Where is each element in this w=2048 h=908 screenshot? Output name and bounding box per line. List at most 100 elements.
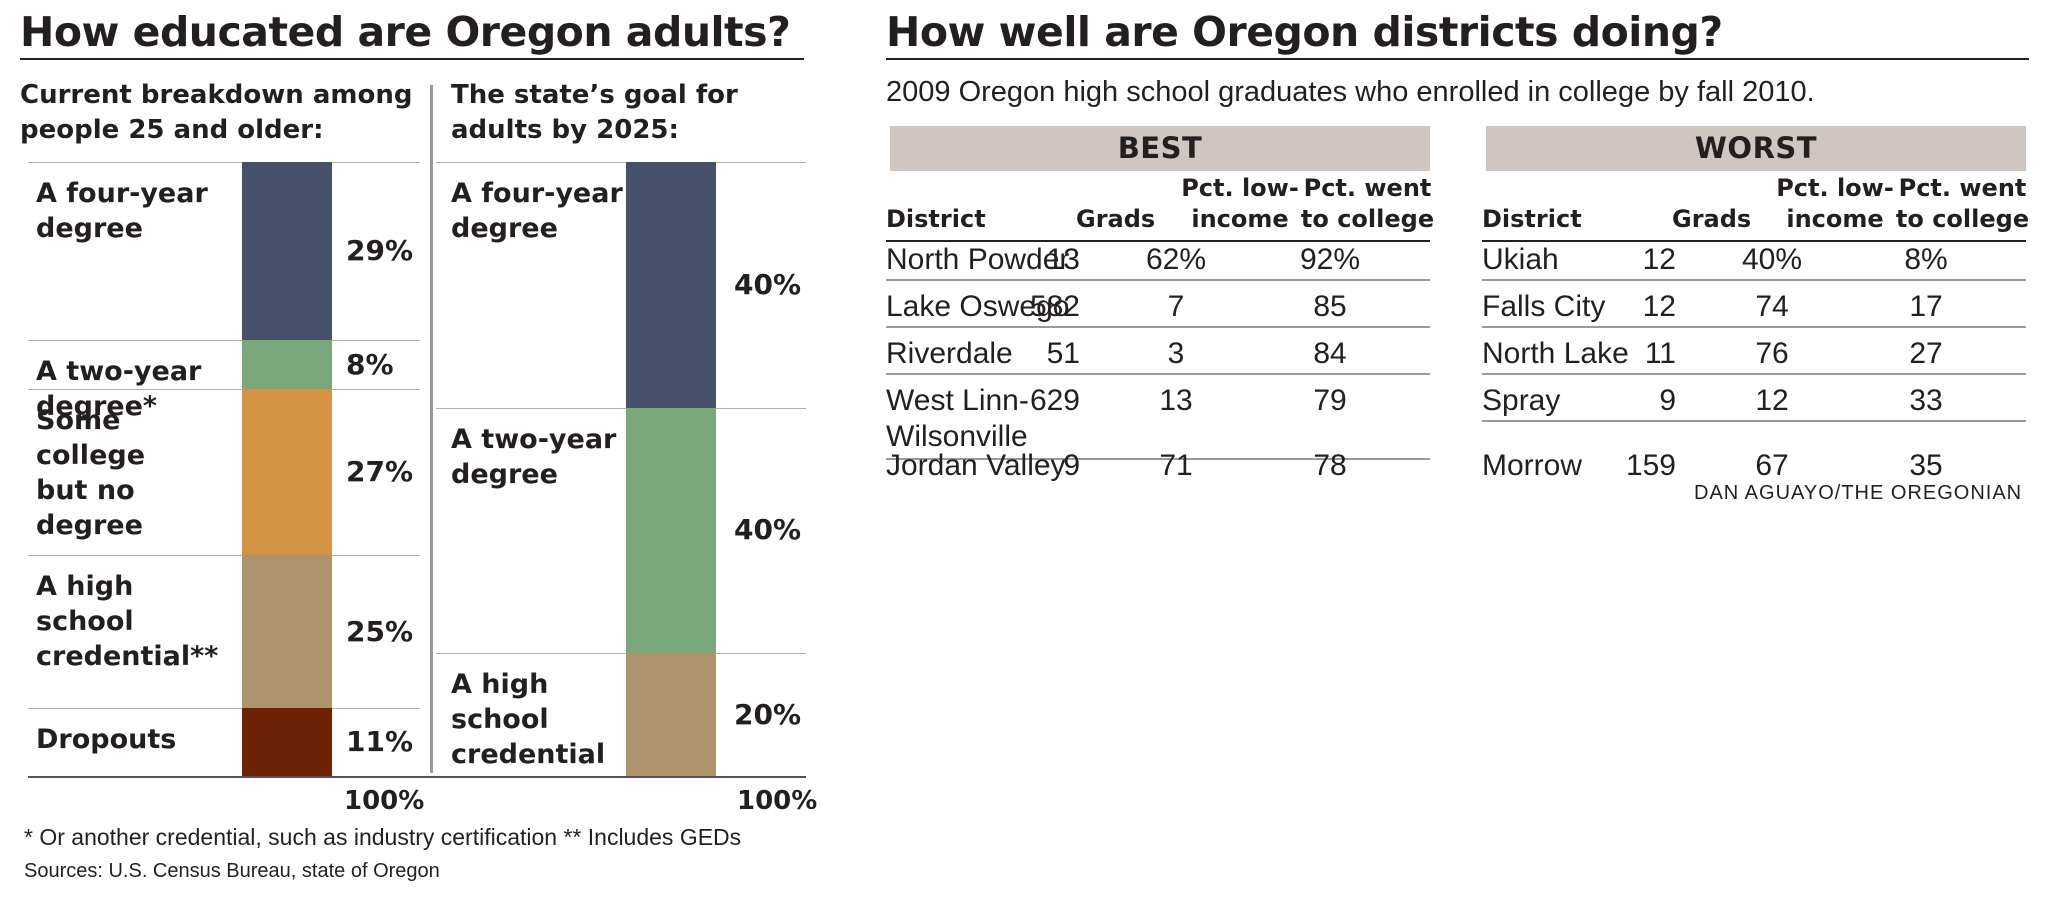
category-label-line: A two-year [36, 356, 202, 387]
chart-baseline [28, 776, 806, 778]
current-breakdown-header: Current breakdown among people 25 and ol… [20, 78, 420, 148]
best-col-grads: Grads [1076, 205, 1156, 233]
best-grads-cell: 582 [1029, 290, 1080, 323]
category-label-line: degree [451, 213, 558, 244]
best-low-income-cell: 13 [1159, 384, 1193, 417]
current-category-label: A two-year degree* [36, 354, 236, 424]
best-went-cell: 84 [1313, 337, 1347, 370]
goal-row-divider [436, 408, 806, 409]
goal-category-label: A high school credential [451, 667, 651, 772]
current-value-label: 11% [346, 725, 414, 758]
best-row-rule [886, 458, 1430, 460]
sources: Sources: U.S. Census Bureau, state of Or… [24, 860, 440, 882]
left-title: How educated are Oregon adults? [20, 8, 791, 56]
best-grads-cell: 51 [1046, 337, 1080, 370]
best-went-cell: 92% [1299, 243, 1361, 276]
best-row-rule [886, 373, 1430, 375]
district-name-line: North Powder [886, 243, 1070, 276]
current-category-label: A four-year degree [36, 176, 236, 246]
district-name-line: Riverdale [886, 337, 1013, 370]
state-goal-header: The state’s goal for adults by 2025: [451, 78, 791, 148]
best-col-went: Pct. went to college [1300, 173, 1435, 235]
worst-low-income-cell: 40% [1741, 243, 1803, 276]
worst-went-cell: 8% [1904, 243, 1948, 276]
worst-grads-cell: 11 [1644, 337, 1676, 370]
category-label-line: A high [451, 669, 549, 700]
district-name-line: West Linn- [886, 384, 1029, 417]
best-row-rule [886, 326, 1430, 328]
worst-row-rule [1482, 326, 2026, 328]
left-title-rule [20, 58, 804, 60]
best-low-income-cell: 71 [1159, 449, 1193, 482]
best-low-income-cell: 62% [1145, 243, 1207, 276]
best-grads-cell: 9 [1063, 449, 1080, 482]
goal-row-divider [436, 653, 806, 654]
worst-grads-cell: 9 [1659, 384, 1676, 417]
current-header-line-2: people 25 and older: [20, 115, 324, 145]
district-name-line: Ukiah [1482, 243, 1559, 276]
best-row-rule [886, 279, 1430, 281]
best-district-cell: North Powder [886, 242, 1069, 278]
category-label-line: Some college [36, 405, 146, 471]
current-bar-segment [242, 708, 332, 776]
best-grads-cell: 629 [1029, 384, 1080, 417]
best-low-income-cell: 3 [1167, 337, 1185, 370]
category-label-line: degree* [36, 391, 158, 422]
district-name-line: North Lake [1482, 337, 1629, 370]
worst-col-district: District [1482, 205, 1582, 233]
goal-value-label: 40% [734, 513, 802, 546]
goal-total-label: 100% [737, 786, 818, 816]
best-went-cell: 85 [1313, 290, 1347, 323]
goal-header-line-1: The state’s goal for [451, 80, 738, 110]
best-col-low-income-line-1: Pct. low- [1181, 174, 1299, 202]
worst-col-grads: Grads [1672, 205, 1752, 233]
worst-low-income-cell: 12 [1755, 384, 1789, 417]
best-header-rule [886, 240, 1430, 242]
best-grads-cell: 13 [1046, 243, 1080, 276]
worst-district-cell: North Lake [1482, 336, 1629, 372]
goal-bar-segment [626, 162, 716, 408]
district-name-line: Falls City [1482, 290, 1606, 323]
best-col-district: District [886, 205, 986, 233]
worst-grads-cell: 12 [1642, 243, 1676, 276]
goal-bar-segment [626, 408, 716, 654]
current-bar-segment [242, 555, 332, 709]
category-label-line: credential [451, 739, 606, 770]
goal-bar-segment [626, 653, 716, 776]
district-name-line: Lake Oswego [886, 290, 1070, 323]
worst-col-low-income-line-1: Pct. low- [1776, 174, 1894, 202]
panel-divider [430, 85, 433, 773]
best-district-cell: Lake Oswego [886, 289, 1069, 325]
current-value-label: 25% [346, 615, 414, 648]
goal-category-label: A two-year degree [451, 422, 651, 492]
best-went-cell: 79 [1313, 384, 1347, 417]
worst-col-low-income: Pct. low- income [1775, 173, 1895, 235]
district-name-line: Spray [1482, 384, 1561, 417]
best-district-cell: Jordan Valley [886, 448, 1066, 484]
goal-value-label: 20% [734, 698, 802, 731]
best-col-went-line-1: Pct. went [1303, 174, 1432, 202]
current-row-divider [28, 389, 420, 390]
district-name-line: Jordan Valley [886, 449, 1066, 482]
category-label-line: A four-year [451, 178, 623, 209]
goal-header-line-2: adults by 2025: [451, 115, 679, 145]
worst-low-income-cell: 76 [1755, 337, 1789, 370]
worst-row-rule [1482, 420, 2026, 422]
right-title-rule [886, 58, 2029, 60]
category-label-line: degree [36, 213, 143, 244]
worst-low-income-cell: 74 [1755, 290, 1789, 323]
best-col-low-income: Pct. low- income [1180, 173, 1300, 235]
best-banner: BEST [890, 126, 1430, 171]
worst-header-rule [1482, 240, 2026, 242]
best-went-cell: 78 [1313, 449, 1347, 482]
worst-went-cell: 17 [1909, 290, 1943, 323]
current-value-label: 27% [346, 455, 414, 488]
best-low-income-cell: 7 [1167, 290, 1185, 323]
goal-category-label: A four-year degree [451, 176, 651, 246]
worst-row-rule [1482, 279, 2026, 281]
footnote: * Or another credential, such as industr… [24, 824, 742, 850]
worst-went-cell: 33 [1909, 384, 1943, 417]
worst-went-cell: 35 [1909, 449, 1943, 482]
worst-district-cell: Spray [1482, 383, 1560, 419]
worst-row-rule [1482, 373, 2026, 375]
